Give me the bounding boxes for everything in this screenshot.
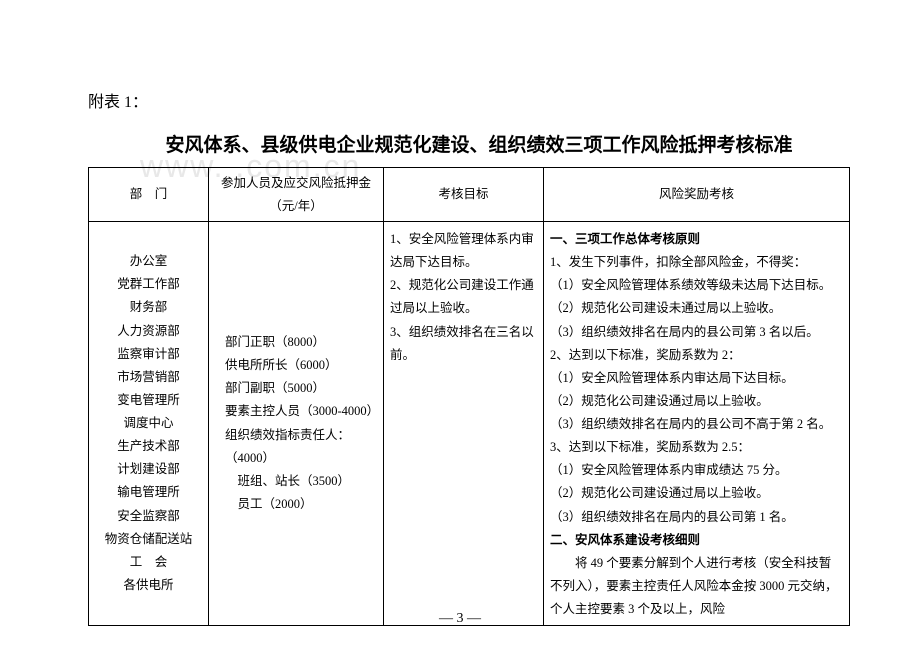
header-deposit: 参加人员及应交风险抵押金（元/年） — [209, 168, 384, 222]
reward-line: 1、发生下列事件，扣除全部风险金，不得奖： — [550, 251, 843, 274]
appendix-label: 附表 1： — [88, 88, 850, 112]
department-item: 调度中心 — [95, 412, 202, 435]
reward-line: （2）规范化公司建设通过局以上验收。 — [550, 482, 843, 505]
header-department: 部 门 — [89, 168, 209, 222]
table-header-row: 部 门 参加人员及应交风险抵押金（元/年） 考核目标 风险奖励考核 — [89, 168, 850, 222]
deposit-item: 供电所所长（6000） — [225, 354, 377, 377]
target-item: 3、组织绩效排名在三名以前。 — [390, 321, 537, 367]
target-item: 1、安全风险管理体系内审达局下达目标。 — [390, 228, 537, 274]
deposit-item: 员工（2000） — [225, 493, 377, 516]
reward-line: （2）规范化公司建设通过局以上验收。 — [550, 390, 843, 413]
department-item: 人力资源部 — [95, 320, 202, 343]
deposit-item: 部门正职（8000） — [225, 331, 377, 354]
header-reward: 风险奖励考核 — [544, 168, 850, 222]
header-target: 考核目标 — [384, 168, 544, 222]
reward-line: （3）组织绩效排名在局内的县公司不高于第 2 名。 — [550, 413, 843, 436]
department-item: 监察审计部 — [95, 343, 202, 366]
deposit-item: 部门副职（5000） — [225, 377, 377, 400]
reward-line: 2、达到以下标准，奖励系数为 2： — [550, 344, 843, 367]
deposit-item: 班组、站长（3500） — [225, 470, 377, 493]
reward-line: （1）安全风险管理体系内审达局下达目标。 — [550, 367, 843, 390]
reward-line: 将 49 个要素分解到个人进行考核（安全科技暂不列入），要素主控责任人风险本金按… — [550, 552, 843, 621]
department-item: 各供电所 — [95, 574, 202, 597]
reward-line: 一、三项工作总体考核原则 — [550, 228, 843, 251]
target-cell: 1、安全风险管理体系内审达局下达目标。2、规范化公司建设工作通过局以上验收。3、… — [384, 222, 544, 626]
department-item: 变电管理所 — [95, 389, 202, 412]
department-item: 财务部 — [95, 296, 202, 319]
department-item: 计划建设部 — [95, 458, 202, 481]
reward-line: （2）规范化公司建设未通过局以上验收。 — [550, 297, 843, 320]
deposit-item: 要素主控人员（3000-4000） — [225, 400, 377, 423]
reward-line: （1）安全风险管理体系内审成绩达 75 分。 — [550, 459, 843, 482]
department-item: 办公室 — [95, 250, 202, 273]
reward-line: 二、安风体系建设考核细则 — [550, 529, 843, 552]
department-item: 工 会 — [95, 551, 202, 574]
department-cell: 办公室党群工作部财务部人力资源部监察审计部市场营销部变电管理所调度中心生产技术部… — [89, 222, 209, 626]
target-item: 2、规范化公司建设工作通过局以上验收。 — [390, 274, 537, 320]
reward-line: （3）组织绩效排名在局内的县公司第 1 名。 — [550, 506, 843, 529]
department-item: 物资仓储配送站 — [95, 528, 202, 551]
reward-cell: 一、三项工作总体考核原则1、发生下列事件，扣除全部风险金，不得奖：（1）安全风险… — [544, 222, 850, 626]
department-item: 生产技术部 — [95, 435, 202, 458]
department-item: 市场营销部 — [95, 366, 202, 389]
reward-line: 3、达到以下标准，奖励系数为 2.5： — [550, 436, 843, 459]
deposit-cell: 部门正职（8000）供电所所长（6000）部门副职（5000）要素主控人员（30… — [209, 222, 384, 626]
department-item: 安全监察部 — [95, 505, 202, 528]
document-title: 安风体系、县级供电企业规范化建设、组织绩效三项工作风险抵押考核标准 — [88, 130, 850, 157]
department-item: 党群工作部 — [95, 273, 202, 296]
deposit-item: 组织绩效指标责任人：（4000） — [225, 424, 377, 470]
reward-line: （1）安全风险管理体系绩效等级未达局下达目标。 — [550, 274, 843, 297]
assessment-table: 部 门 参加人员及应交风险抵押金（元/年） 考核目标 风险奖励考核 办公室党群工… — [88, 167, 850, 626]
page-container: 附表 1： 安风体系、县级供电企业规范化建设、组织绩效三项工作风险抵押考核标准 … — [0, 0, 920, 626]
table-row: 办公室党群工作部财务部人力资源部监察审计部市场营销部变电管理所调度中心生产技术部… — [89, 222, 850, 626]
reward-line: （3）组织绩效排名在局内的县公司第 3 名以后。 — [550, 321, 843, 344]
department-item: 输电管理所 — [95, 481, 202, 504]
